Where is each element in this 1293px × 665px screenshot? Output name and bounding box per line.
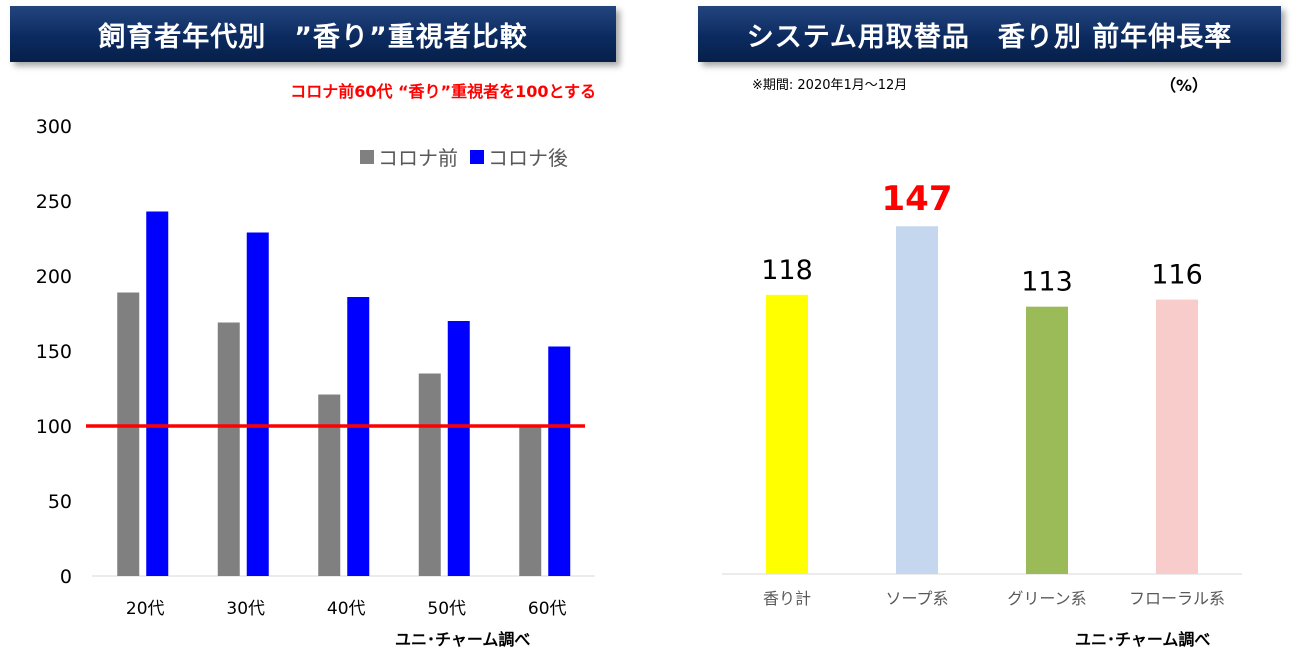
y-tick-label-5: 250: [36, 191, 72, 213]
x-tick-label-1: 30代: [226, 599, 265, 619]
bar-before-0: [117, 292, 140, 576]
bar-2: [1026, 306, 1068, 574]
x-tick-label-1: ソープ系: [885, 589, 948, 608]
y-tick-label-4: 200: [36, 266, 72, 288]
legend-swatch-1: [470, 150, 484, 164]
y-tick-label-0: 0: [60, 566, 72, 588]
bar-after-0: [146, 211, 169, 576]
legend-label-0: コロナ前: [378, 146, 458, 170]
x-tick-label-0: 20代: [126, 599, 165, 619]
x-tick-label-3: 50代: [427, 599, 466, 619]
x-tick-label-3: フローラル系: [1129, 589, 1225, 608]
left-chart-source: ユニ･チャーム調べ: [395, 630, 531, 649]
legend-label-1: コロナ後: [488, 146, 568, 170]
x-tick-label-2: 40代: [327, 599, 366, 619]
bar-3: [1156, 299, 1198, 574]
left-chart-note: コロナ前60代 “香り”重視者を100とする: [290, 82, 596, 101]
legend-swatch-0: [360, 150, 374, 164]
bar-after-1: [246, 232, 269, 576]
right-bar-chart: 118 香り計 147 ソープ系 113 グリーン系 116 フローラル系: [722, 179, 1242, 608]
bar-before-2: [318, 394, 341, 576]
x-tick-label-0: 香り計: [763, 589, 811, 608]
data-label-3: 116: [1151, 260, 1203, 291]
bar-after-4: [548, 346, 571, 576]
data-label-0: 118: [761, 255, 813, 286]
bar-after-2: [347, 297, 370, 576]
x-tick-label-4: 60代: [528, 599, 567, 619]
bar-after-3: [447, 321, 470, 576]
y-tick-label-1: 50: [48, 491, 72, 513]
right-chart-unit: （%）: [1160, 76, 1209, 95]
data-label-1: 147: [882, 179, 953, 219]
data-label-2: 113: [1021, 267, 1073, 298]
bar-1: [896, 226, 938, 574]
y-tick-label-6: 300: [36, 116, 72, 138]
right-chart-source: ユニ･チャーム調べ: [1075, 630, 1211, 649]
bar-0: [766, 294, 808, 574]
right-chart-title: システム用取替品 香り別 前年伸長率: [698, 6, 1281, 62]
bar-before-4: [519, 426, 542, 576]
left-chart-title: 飼育者年代別 ”香り”重視者比較: [10, 6, 616, 62]
bar-before-1: [217, 322, 240, 576]
bar-before-3: [418, 373, 441, 576]
y-tick-label-3: 150: [36, 341, 72, 363]
x-tick-label-2: グリーン系: [1007, 589, 1086, 608]
right-chart-period: ※期間: 2020年1月〜12月: [752, 78, 908, 93]
y-tick-label-2: 100: [36, 416, 72, 438]
left-bar-chart: 0 50 100 150 200 250 300 20代 30代 40代 50代 60代 コロナ前 コロナ…: [36, 116, 595, 619]
